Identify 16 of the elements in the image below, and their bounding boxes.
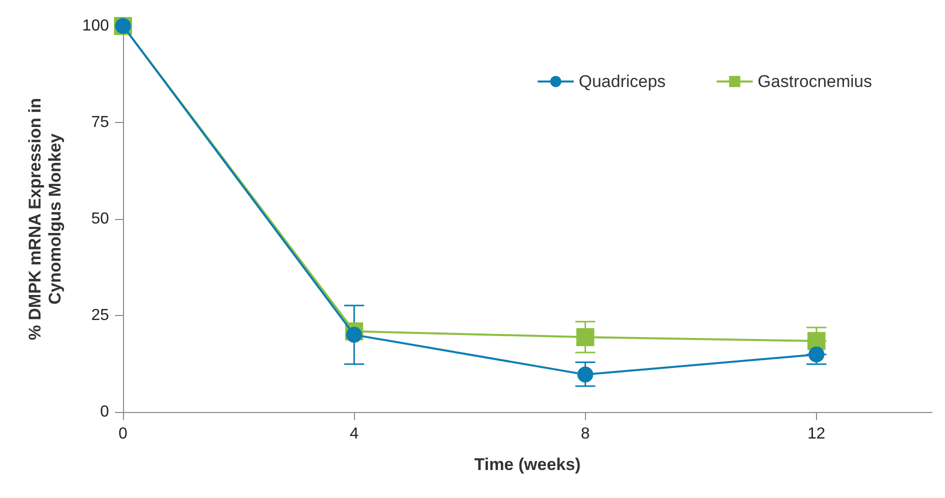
y-tick-label: 100 — [82, 18, 110, 34]
legend-label: Quadriceps — [578, 72, 666, 91]
y-tick-label: 25 — [91, 307, 110, 324]
x-tick-label: 0 — [118, 426, 128, 442]
x-tick-label: 8 — [580, 426, 590, 442]
x-tick-label: 4 — [350, 426, 359, 442]
x-axis-title: Time (weeks) — [474, 455, 581, 474]
y-tick-label: 50 — [91, 210, 110, 228]
point — [576, 328, 594, 346]
point — [346, 326, 362, 343]
y-axis-title: % DMPK mRNA Expression in Cynomolgus Monkey — [26, 98, 64, 340]
y-tick-label: 75 — [91, 114, 110, 131]
x-tick-label: 12 — [808, 426, 826, 442]
legend-label: Gastrocnemius — [758, 72, 872, 91]
point — [577, 366, 594, 383]
y-tick-label: 0 — [100, 404, 110, 420]
